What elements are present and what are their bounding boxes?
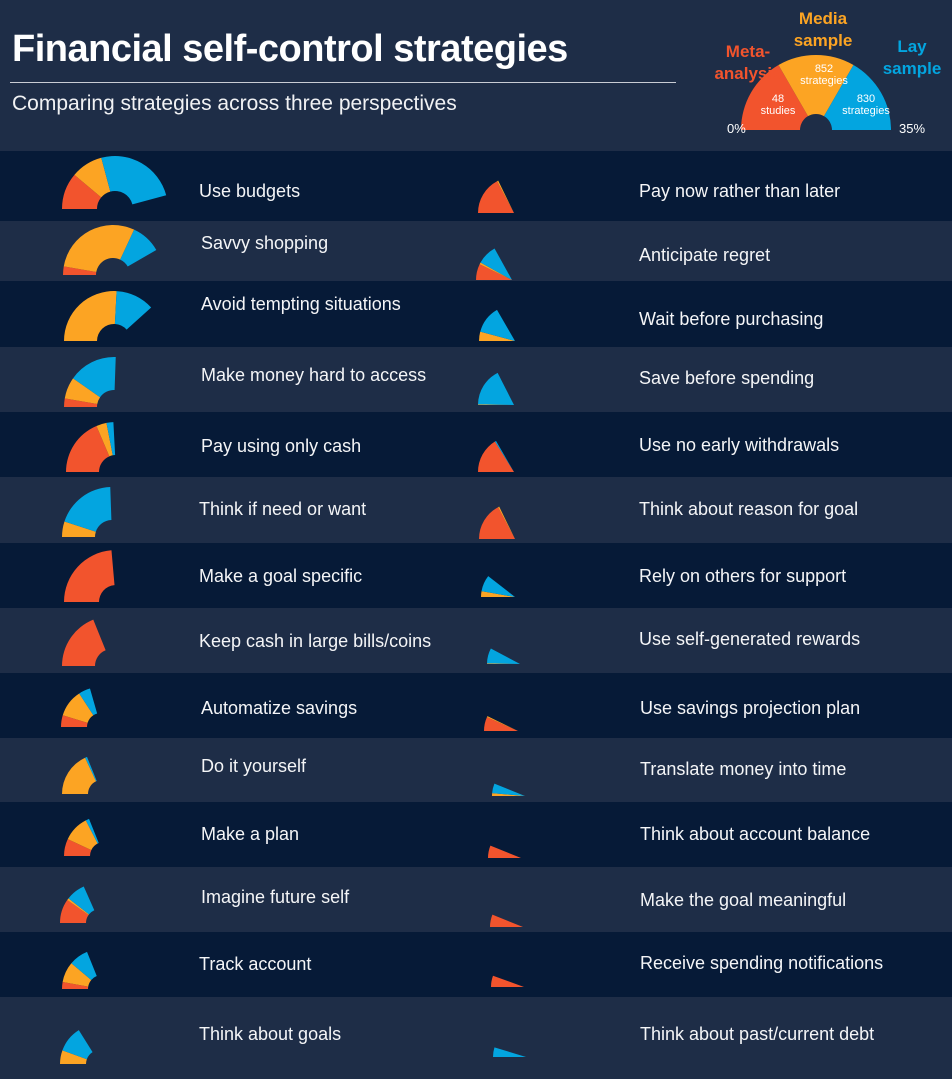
strategy-label: Use no early withdrawals <box>639 435 840 455</box>
strategy-label: Automatize savings <box>201 698 358 718</box>
strategy-row <box>0 477 952 543</box>
strategy-label: Make a plan <box>201 824 300 844</box>
title-divider <box>10 82 676 83</box>
legend-lay-count: 830 strategies <box>842 93 890 117</box>
strategy-row <box>0 673 952 738</box>
strategy-label: Avoid tempting situations <box>201 294 401 314</box>
strategy-row <box>0 281 952 347</box>
strategy-row <box>0 738 952 802</box>
strategy-label: Track account <box>199 954 312 974</box>
strategy-label: Use budgets <box>199 181 301 201</box>
page-subtitle: Comparing strategies across three perspe… <box>12 92 457 115</box>
legend-max-label: 35% <box>899 121 926 136</box>
strategy-label: Translate money into time <box>640 759 847 779</box>
strategy-label: Use self-generated rewards <box>639 629 861 649</box>
strategy-row <box>0 347 952 412</box>
legend-meta-label: Meta-analysis <box>714 42 782 83</box>
strategy-label: Save before spending <box>639 368 815 388</box>
strategy-label: Make a goal specific <box>199 566 363 586</box>
legend-meta-count: 48 studies <box>760 93 796 117</box>
strategy-label: Anticipate regret <box>639 245 771 265</box>
strategy-label: Think about goals <box>199 1024 342 1044</box>
legend-lay-label: Lay sample <box>882 37 942 78</box>
legend-semicircle-icon <box>741 54 891 130</box>
legend-media-segment <box>778 54 854 117</box>
strategy-label: Pay using only cash <box>201 436 362 456</box>
strategy-label: Think about past/current debt <box>640 1024 875 1044</box>
strategy-label: Wait before purchasing <box>639 309 824 329</box>
strategy-row <box>0 867 952 932</box>
page-title: Financial self-control strategies <box>12 28 568 70</box>
strategy-row <box>0 932 952 997</box>
strategy-label: Use savings projection plan <box>640 698 861 718</box>
strategy-label: Make money hard to access <box>201 365 427 385</box>
strategy-row <box>0 221 952 281</box>
strategy-row <box>0 997 952 1079</box>
strategy-label: Imagine future self <box>201 887 350 907</box>
strategy-label: Rely on others for support <box>639 566 847 586</box>
legend-media-count: 852 strategies <box>800 63 848 87</box>
strategy-label: Make the goal meaningful <box>640 890 847 910</box>
legend-lay-segment <box>824 65 891 130</box>
strategy-label: Pay now rather than later <box>639 181 841 201</box>
legend-min-label: 0% <box>727 121 746 136</box>
strategy-label: Think about reason for goal <box>639 499 859 519</box>
strategy-label: Keep cash in large bills/coins <box>199 631 432 651</box>
strategy-row <box>0 412 952 477</box>
strategy-row <box>0 608 952 673</box>
strategy-label: Think about account balance <box>640 824 871 844</box>
strategy-label: Savvy shopping <box>201 233 329 253</box>
strategy-label: Do it yourself <box>201 756 307 776</box>
strategy-label: Think if need or want <box>199 499 367 519</box>
legend-media-label: Media sample <box>793 9 853 50</box>
strategy-row <box>0 802 952 867</box>
header: Financial self-control strategies Compar… <box>0 0 952 151</box>
legend-meta-segment <box>741 65 808 130</box>
strategy-label: Receive spending notifications <box>640 953 884 973</box>
strategy-row <box>0 543 952 608</box>
